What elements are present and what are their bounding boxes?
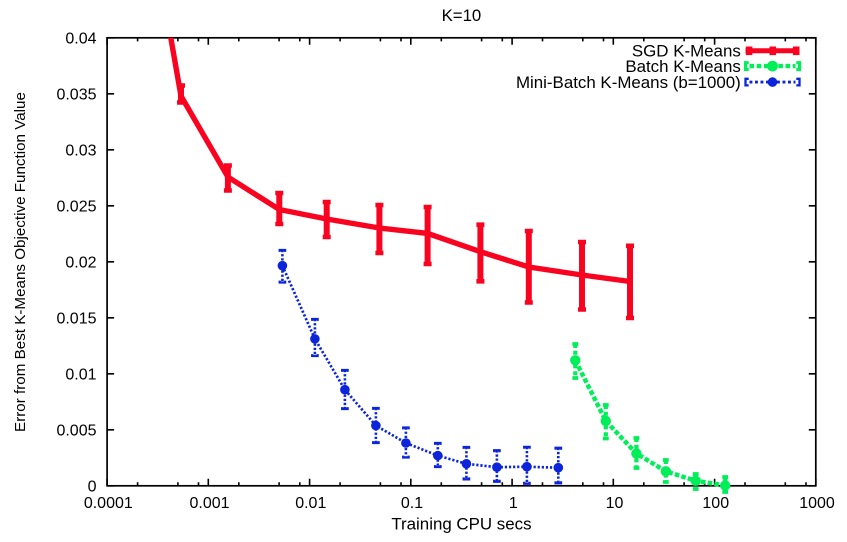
svg-text:SGD K-Means: SGD K-Means (632, 42, 741, 61)
svg-text:0.0001: 0.0001 (84, 495, 133, 512)
svg-text:0.01: 0.01 (295, 495, 326, 512)
svg-text:10: 10 (606, 495, 624, 512)
svg-text:0.035: 0.035 (56, 86, 96, 103)
svg-text:0.015: 0.015 (56, 310, 96, 327)
svg-text:0.02: 0.02 (65, 254, 96, 271)
svg-text:0.005: 0.005 (56, 422, 96, 439)
svg-text:1000: 1000 (799, 495, 835, 512)
svg-text:Error from Best K-Means Object: Error from Best K-Means Objective Functi… (12, 92, 29, 432)
svg-text:Batch K-Means: Batch K-Means (625, 57, 740, 76)
svg-text:0.1: 0.1 (401, 495, 423, 512)
svg-text:0.03: 0.03 (65, 142, 96, 159)
svg-text:K=10: K=10 (442, 6, 482, 25)
svg-text:0: 0 (88, 478, 97, 495)
svg-text:0.04: 0.04 (65, 30, 96, 47)
svg-text:1: 1 (509, 495, 518, 512)
svg-text:0.025: 0.025 (56, 198, 96, 215)
svg-text:0.01: 0.01 (65, 366, 96, 383)
svg-text:Mini-Batch K-Means (b=1000): Mini-Batch K-Means (b=1000) (516, 73, 741, 92)
svg-text:0.001: 0.001 (190, 495, 230, 512)
svg-text:Training CPU secs: Training CPU secs (391, 515, 531, 534)
svg-text:100: 100 (702, 495, 729, 512)
